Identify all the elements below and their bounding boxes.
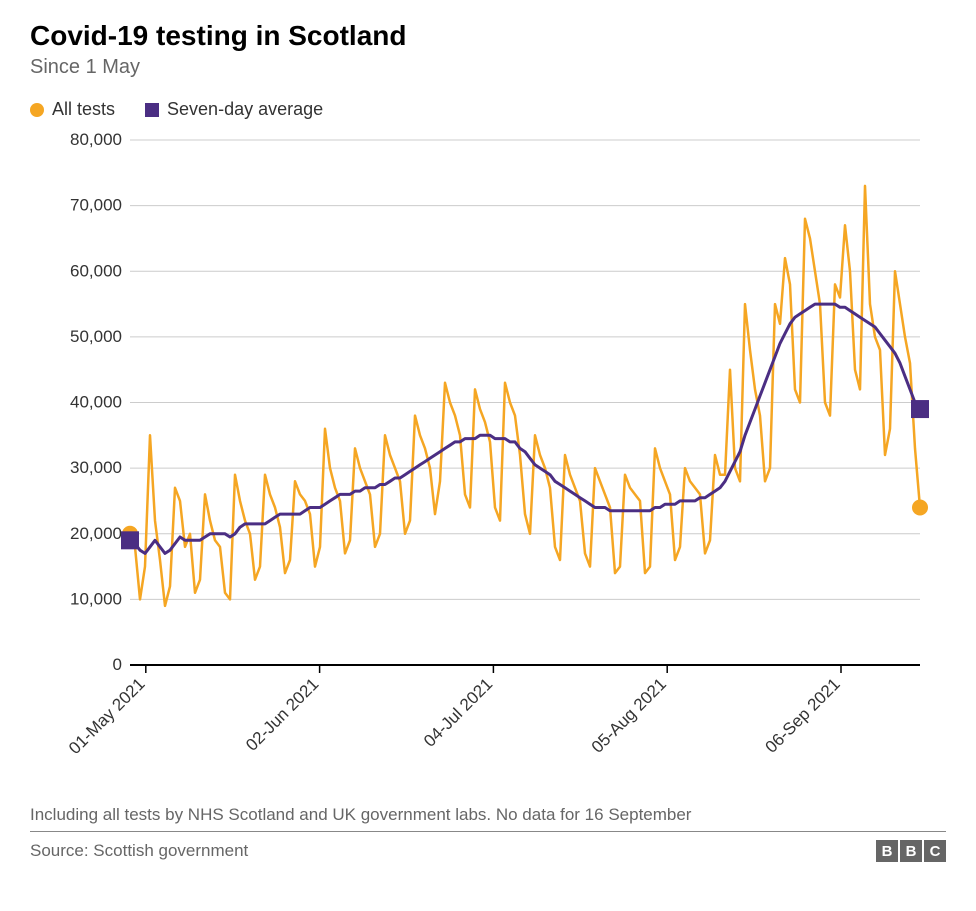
svg-text:02-Jun 2021: 02-Jun 2021 (242, 674, 322, 754)
legend-item-all-tests: All tests (30, 99, 115, 120)
legend-label: All tests (52, 99, 115, 120)
chart-subtitle: Since 1 May (30, 56, 946, 79)
svg-text:05-Aug 2021: 05-Aug 2021 (588, 674, 670, 756)
bbc-logo-block: B (876, 840, 898, 862)
plot-area: 010,00020,00030,00040,00050,00060,00070,… (60, 135, 940, 665)
bbc-logo-block: C (924, 840, 946, 862)
bbc-logo-block: B (900, 840, 922, 862)
svg-text:50,000: 50,000 (70, 327, 122, 346)
chart-legend: All tests Seven-day average (30, 99, 946, 120)
chart-source: Source: Scottish government (30, 841, 248, 861)
svg-text:04-Jul 2021: 04-Jul 2021 (420, 674, 496, 750)
chart-svg: 0 10,000 20,000 30,000 40,000 50,000 60,000 70,… (60, 135, 940, 815)
svg-text:60,000: 60,000 (70, 261, 122, 280)
svg-text:06-Sep 2021: 06-Sep 2021 (762, 674, 844, 756)
svg-text:20,000: 20,000 (70, 524, 122, 543)
svg-text:70,000: 70,000 (70, 196, 122, 215)
svg-text:40,000: 40,000 (70, 393, 122, 412)
svg-text:01-May 2021: 01-May 2021 (65, 674, 149, 758)
legend-marker-square-icon (145, 103, 159, 117)
svg-text:10,000: 10,000 (70, 589, 122, 608)
svg-text:30,000: 30,000 (70, 458, 122, 477)
legend-item-seven-day-avg: Seven-day average (145, 99, 323, 120)
chart-title: Covid-19 testing in Scotland (30, 20, 946, 52)
bbc-logo: B B C (876, 840, 946, 862)
chart-container: Covid-19 testing in Scotland Since 1 May… (0, 0, 976, 911)
source-row: Source: Scottish government B B C (30, 840, 946, 862)
legend-marker-circle-icon (30, 103, 44, 117)
svg-text:80,000: 80,000 (70, 130, 122, 149)
svg-text:0: 0 (113, 655, 122, 674)
legend-label: Seven-day average (167, 99, 323, 120)
